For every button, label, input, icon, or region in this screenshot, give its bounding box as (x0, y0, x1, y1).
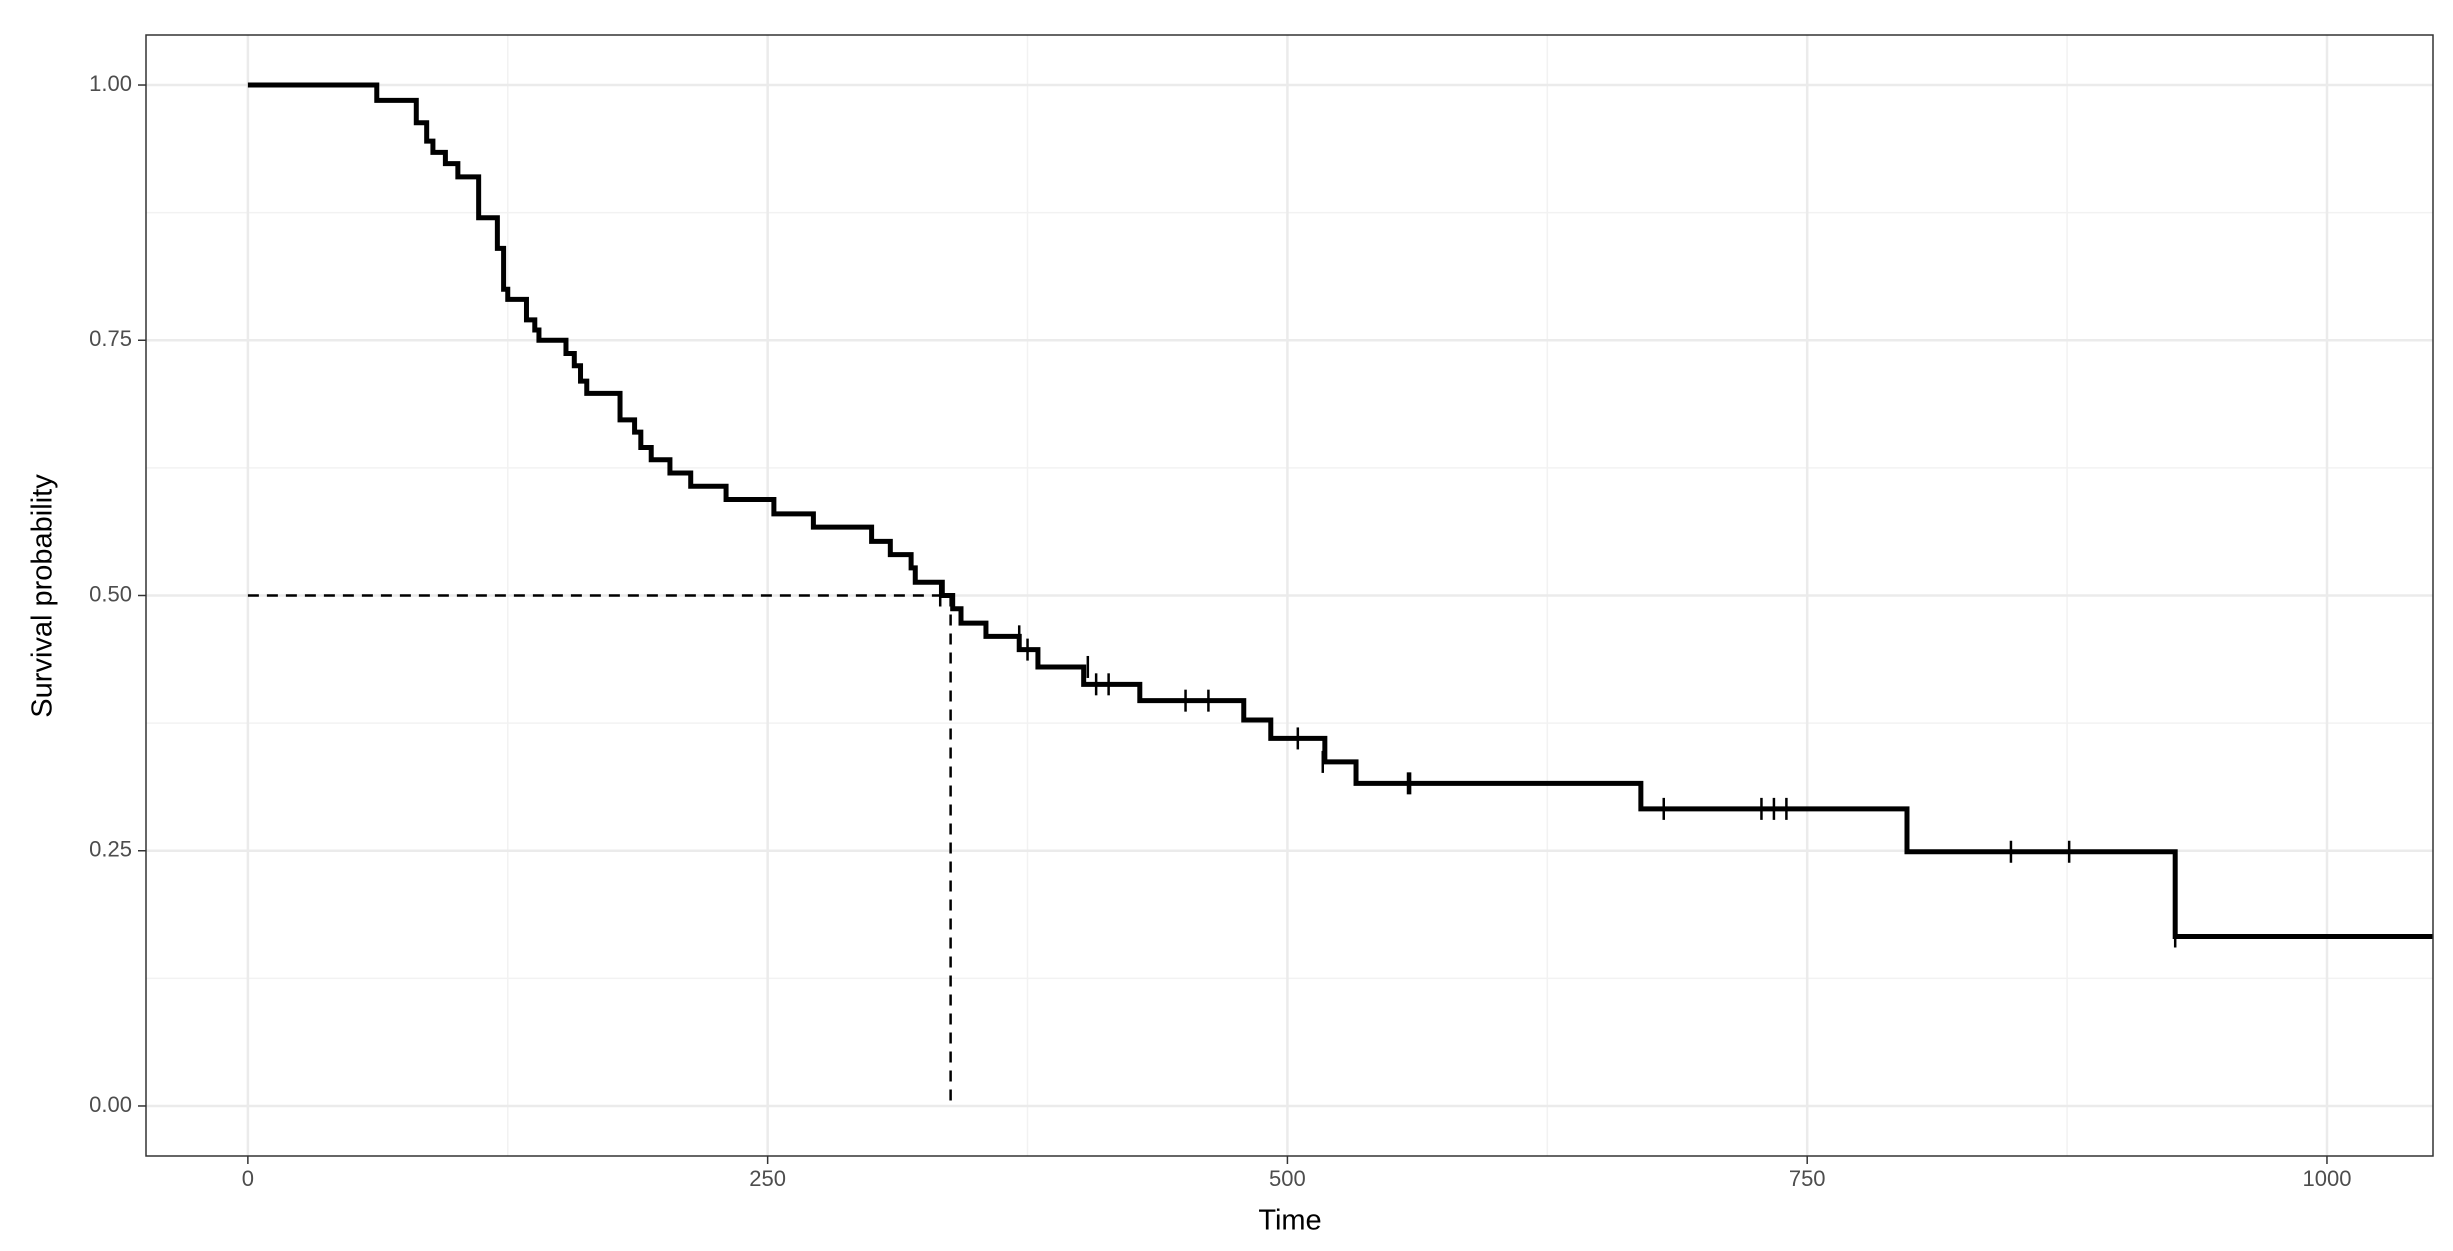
x-axis-title: Time (1258, 1205, 1321, 1237)
x-tick-label: 750 (1789, 1166, 1826, 1191)
x-tick-label: 500 (1269, 1166, 1306, 1191)
x-tick-label: 250 (749, 1166, 786, 1191)
y-tick-label: 0.50 (89, 581, 132, 606)
panel-border (145, 34, 2434, 1157)
y-tick-label: 0.75 (89, 326, 132, 351)
survival-curve (247, 82, 2433, 939)
y-axis-title: Survival probability (27, 474, 59, 718)
y-tick-label: 0.25 (89, 837, 132, 862)
y-tick-label: 1.00 (89, 71, 132, 96)
x-tick-label: 0 (242, 1166, 254, 1191)
x-tick-label: 1000 (2302, 1166, 2351, 1191)
y-tick-label: 0.00 (89, 1092, 132, 1117)
